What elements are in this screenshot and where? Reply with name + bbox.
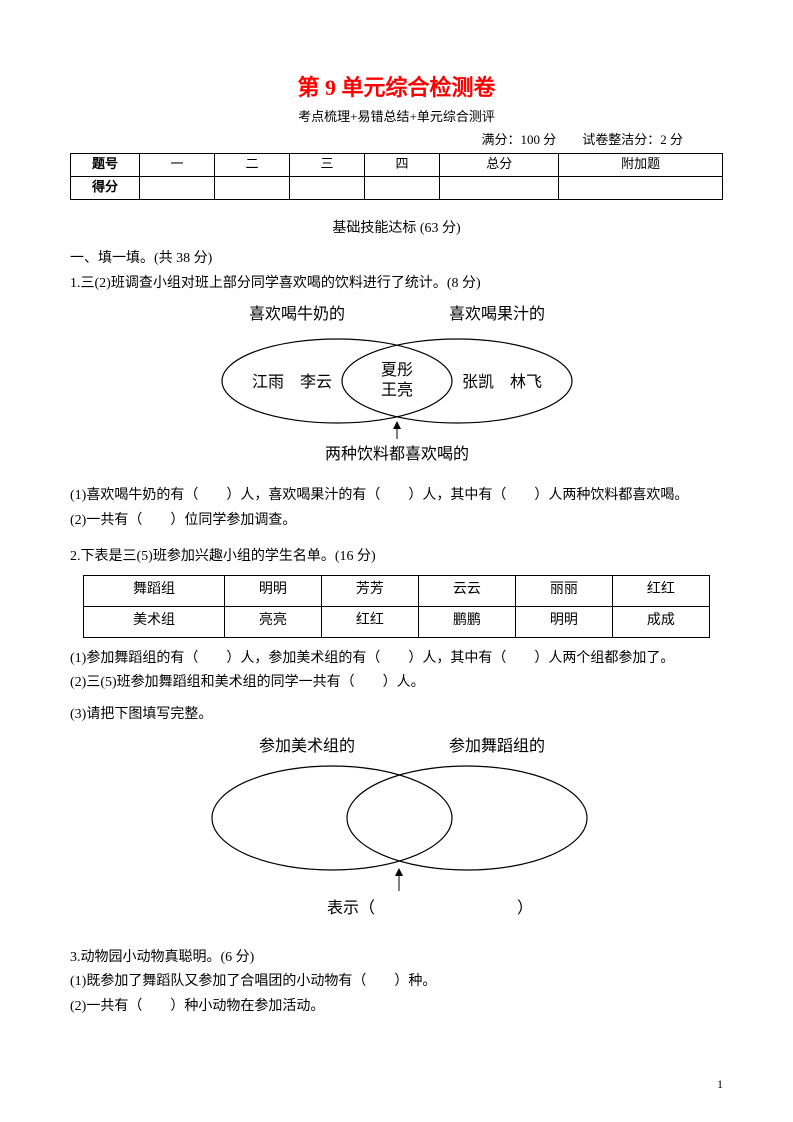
venn-right-title: 喜欢喝果汁的 xyxy=(448,305,544,323)
venn-arrow-head xyxy=(393,421,401,429)
t2-r1c0: 美术组 xyxy=(84,606,225,637)
t2-r1c5: 成成 xyxy=(612,606,709,637)
t2-r1c1: 亮亮 xyxy=(224,606,321,637)
page-number: 1 xyxy=(717,1075,723,1094)
score-blank xyxy=(559,176,723,199)
venn-left-title: 喜欢喝牛奶的 xyxy=(248,305,344,323)
t2-r0c3: 云云 xyxy=(418,575,515,606)
q2-sub3: (3)请把下图填写完整。 xyxy=(70,704,723,726)
venn-right-names: 张凯 林飞 xyxy=(461,373,541,391)
score-col-5: 总分 xyxy=(440,153,559,176)
exam-subtitle: 考点梳理+易错总结+单元综合测评 xyxy=(70,107,723,128)
score-col-6: 附加题 xyxy=(559,153,723,176)
score-line: 满分：100 分 试卷整洁分：2 分 xyxy=(70,130,683,151)
q2-venn-svg: 参加美术组的 参加舞蹈组的 表示（ ） xyxy=(167,733,627,923)
score-col-4: 四 xyxy=(365,153,440,176)
venn2-bottom-left: 表示（ xyxy=(327,899,375,917)
score-blank xyxy=(290,176,365,199)
t2-r1c3: 鹏鹏 xyxy=(418,606,515,637)
q3-sub1: (1)既参加了舞蹈队又参加了合唱团的小动物有（ ）种。 xyxy=(70,971,723,993)
t2-r1c4: 明明 xyxy=(515,606,612,637)
score-table-row2-hdr: 得分 xyxy=(71,176,140,199)
score-blank xyxy=(140,176,215,199)
venn2-left-ellipse xyxy=(212,766,452,870)
q2-venn: 参加美术组的 参加舞蹈组的 表示（ ） xyxy=(70,733,723,931)
score-blank xyxy=(215,176,290,199)
t2-r0c1: 明明 xyxy=(224,575,321,606)
venn2-left-title: 参加美术组的 xyxy=(258,737,354,755)
score-table-row1-hdr: 题号 xyxy=(71,153,140,176)
venn-left-names: 江雨 李云 xyxy=(251,373,331,391)
venn2-right-title: 参加舞蹈组的 xyxy=(448,737,544,755)
t2-r0c2: 芳芳 xyxy=(321,575,418,606)
t2-r1c2: 红红 xyxy=(321,606,418,637)
q2-stem: 2.下表是三(5)班参加兴趣小组的学生名单。(16 分) xyxy=(70,546,723,568)
venn2-arrow-head xyxy=(395,868,403,876)
score-table: 题号 一 二 三 四 总分 附加题 得分 xyxy=(70,153,723,200)
venn-center-name1: 夏彤 xyxy=(380,361,412,379)
q2-table: 舞蹈组 明明 芳芳 云云 丽丽 红红 美术组 亮亮 红红 鹏鹏 明明 成成 xyxy=(83,575,710,638)
score-col-3: 三 xyxy=(290,153,365,176)
q1-venn: 喜欢喝牛奶的 喜欢喝果汁的 江雨 李云 夏彤 王亮 张凯 林飞 两种饮料都喜欢喝… xyxy=(70,301,723,479)
score-blank xyxy=(365,176,440,199)
section-header: 基础技能达标 (63 分) xyxy=(70,218,723,240)
score-col-1: 一 xyxy=(140,153,215,176)
t2-r0c4: 丽丽 xyxy=(515,575,612,606)
q1-venn-svg: 喜欢喝牛奶的 喜欢喝果汁的 江雨 李云 夏彤 王亮 张凯 林飞 两种饮料都喜欢喝… xyxy=(167,301,627,471)
score-col-2: 二 xyxy=(215,153,290,176)
t2-r0c5: 红红 xyxy=(612,575,709,606)
venn-bottom-label: 两种饮料都喜欢喝的 xyxy=(324,445,468,463)
venn2-right-ellipse xyxy=(347,766,587,870)
q3-sub2: (2)一共有（ ）种小动物在参加活动。 xyxy=(70,996,723,1018)
q3-stem: 3.动物园小动物真聪明。(6 分) xyxy=(70,947,723,969)
venn-center-name2: 王亮 xyxy=(380,381,412,399)
exam-page: 第 9 单元综合检测卷 考点梳理+易错总结+单元综合测评 满分：100 分 试卷… xyxy=(0,0,793,1122)
q2-sub1: (1)参加舞蹈组的有（ ）人，参加美术组的有（ ）人，其中有（ ）人两个组都参加… xyxy=(70,648,723,670)
q1-sub1: (1)喜欢喝牛奶的有（ ）人，喜欢喝果汁的有（ ）人，其中有（ ）人两种饮料都喜… xyxy=(70,485,723,507)
venn2-bottom-right: ） xyxy=(517,899,533,917)
q2-sub2: (2)三(5)班参加舞蹈组和美术组的同学一共有（ ）人。 xyxy=(70,672,723,694)
q1-stem: 1.三(2)班调查小组对班上部分同学喜欢喝的饮料进行了统计。(8 分) xyxy=(70,273,723,295)
part1-header: 一、填一填。(共 38 分) xyxy=(70,248,723,270)
t2-r0c0: 舞蹈组 xyxy=(84,575,225,606)
score-blank xyxy=(440,176,559,199)
q1-sub2: (2)一共有（ ）位同学参加调查。 xyxy=(70,510,723,532)
exam-title: 第 9 单元综合检测卷 xyxy=(70,70,723,105)
